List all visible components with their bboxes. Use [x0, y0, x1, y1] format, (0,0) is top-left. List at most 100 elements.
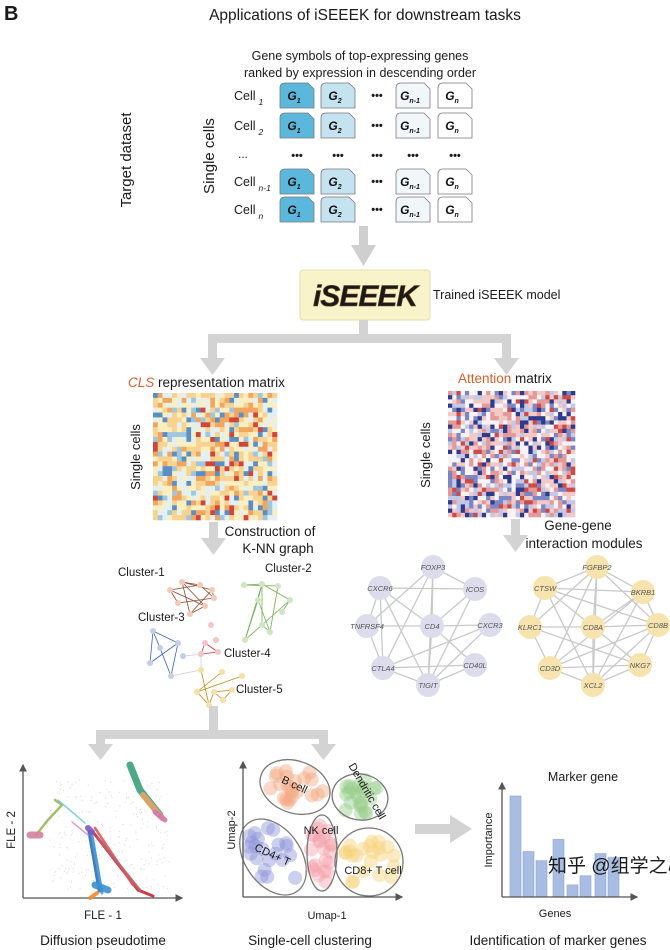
scatter-point: [60, 783, 63, 785]
heatmap-cell: [528, 500, 533, 505]
heatmap-cell: [195, 446, 201, 452]
heatmap-cell: [562, 500, 567, 505]
heatmap-cell: [456, 512, 461, 518]
scatter-point: [65, 873, 68, 875]
cell-point: [275, 852, 290, 867]
heatmap-cell: [219, 461, 225, 467]
heatmap-cell: [532, 420, 538, 425]
heatmap-cell: [205, 427, 211, 433]
cell-cluster: CD8+ T cell: [334, 827, 404, 897]
heatmap-cell: [473, 424, 478, 430]
gene-node: [368, 576, 392, 600]
heatmap-cell: [570, 462, 576, 467]
interaction-edge: [379, 587, 429, 686]
heatmap-cell: [524, 449, 529, 455]
gene-token-label: Gn: [445, 203, 459, 219]
heatmap-cell: [181, 505, 187, 511]
heatmap-cell: [486, 470, 491, 476]
heatmap-cell: [195, 417, 201, 423]
heatmap-cell: [464, 395, 470, 400]
scatter-point: [78, 812, 80, 814]
heatmap-cell: [200, 456, 206, 462]
heatmap-cell: [448, 483, 453, 488]
heatmap-cell: [528, 454, 533, 459]
heatmap-cell: [515, 512, 521, 518]
cell-point: [346, 874, 361, 889]
cell-row: ... ••• ••• ••• ••• •••: [238, 147, 461, 162]
heatmap-cell: [503, 407, 508, 413]
heatmap-cell: [498, 470, 504, 476]
heatmap-cell: [503, 475, 508, 480]
heatmap-cell: [507, 512, 512, 518]
heatmap-cell: [464, 487, 470, 493]
heatmap-cell: [541, 395, 546, 400]
heatmap-cell: [469, 433, 474, 438]
heatmap-cell: [570, 395, 576, 400]
heatmap-cell: [456, 391, 461, 396]
heatmap-cell: [219, 422, 225, 428]
heatmap-cell: [167, 441, 173, 448]
scatter-point: [165, 830, 168, 833]
heatmap-cell: [153, 466, 159, 472]
heatmap-cell: [515, 403, 521, 409]
heatmap-cell: [181, 432, 187, 438]
heatmap-cell: [553, 496, 559, 501]
heatmap-cell: [448, 412, 453, 417]
heatmap-cell: [498, 491, 504, 497]
heatmap-cell: [234, 427, 240, 433]
heatmap-cell: [558, 483, 563, 488]
heatmap-cell: [498, 458, 504, 463]
heatmap-cell: [532, 475, 538, 480]
heatmap-cell: [257, 402, 263, 408]
heatmap-cell: [460, 487, 466, 493]
heatmap-cell: [549, 407, 555, 413]
gene-token-label: Gn-1: [400, 89, 420, 105]
cell-point: [263, 781, 278, 796]
heatmap-cell: [549, 403, 555, 409]
heatmap-cell: [519, 433, 525, 438]
heatmap-cell: [507, 504, 512, 509]
cluster-2: Cluster-2: [241, 563, 312, 643]
heatmap-cell: [186, 436, 192, 443]
cell-point: [369, 780, 384, 795]
heatmap-cell: [469, 487, 474, 493]
heatmap-cell: [511, 475, 517, 480]
heatmap-cell: [210, 432, 216, 438]
heatmap-cell: [167, 451, 173, 457]
cell-point: [354, 795, 369, 810]
heatmap-cell: [162, 412, 168, 418]
heatmap-cell: [477, 470, 483, 476]
knn-node: [157, 645, 163, 651]
heatmap-cell: [162, 490, 168, 496]
cell-point: [319, 864, 334, 879]
heatmap-cell: [541, 424, 546, 430]
heatmap-cell: [549, 508, 555, 514]
heatmap-cell: [448, 399, 453, 404]
heatmap-cell: [191, 456, 197, 462]
heatmap-cell: [456, 449, 461, 455]
heatmap-cell: [566, 395, 572, 400]
heatmap-cell: [181, 476, 187, 482]
cell-point: [359, 806, 374, 821]
heatmap-cell: [153, 397, 159, 404]
heatmap-cell: [456, 428, 461, 434]
heatmap-cell: [460, 424, 466, 430]
scatter-point: [117, 836, 119, 838]
heatmap-cell: [200, 402, 206, 408]
scatter-point: [168, 860, 170, 863]
heatmap-cell: [253, 471, 259, 477]
heatmap-cell: [541, 445, 546, 451]
heatmap-cell: [210, 407, 216, 413]
cell-point: [338, 845, 353, 860]
heatmap-cell: [566, 445, 572, 451]
scatter-point: [94, 802, 96, 804]
heatmap-cell: [452, 416, 457, 421]
heatmap-cell: [219, 505, 225, 511]
input-subtitle-2: ranked by expression in descending order: [244, 66, 476, 80]
heatmap-cell: [570, 441, 576, 446]
heatmap-cell: [205, 397, 211, 404]
scatter-point: [154, 815, 156, 817]
marker-y-label: Importance: [483, 812, 495, 867]
heatmap-cell: [157, 500, 163, 506]
heatmap-cell: [229, 393, 235, 399]
